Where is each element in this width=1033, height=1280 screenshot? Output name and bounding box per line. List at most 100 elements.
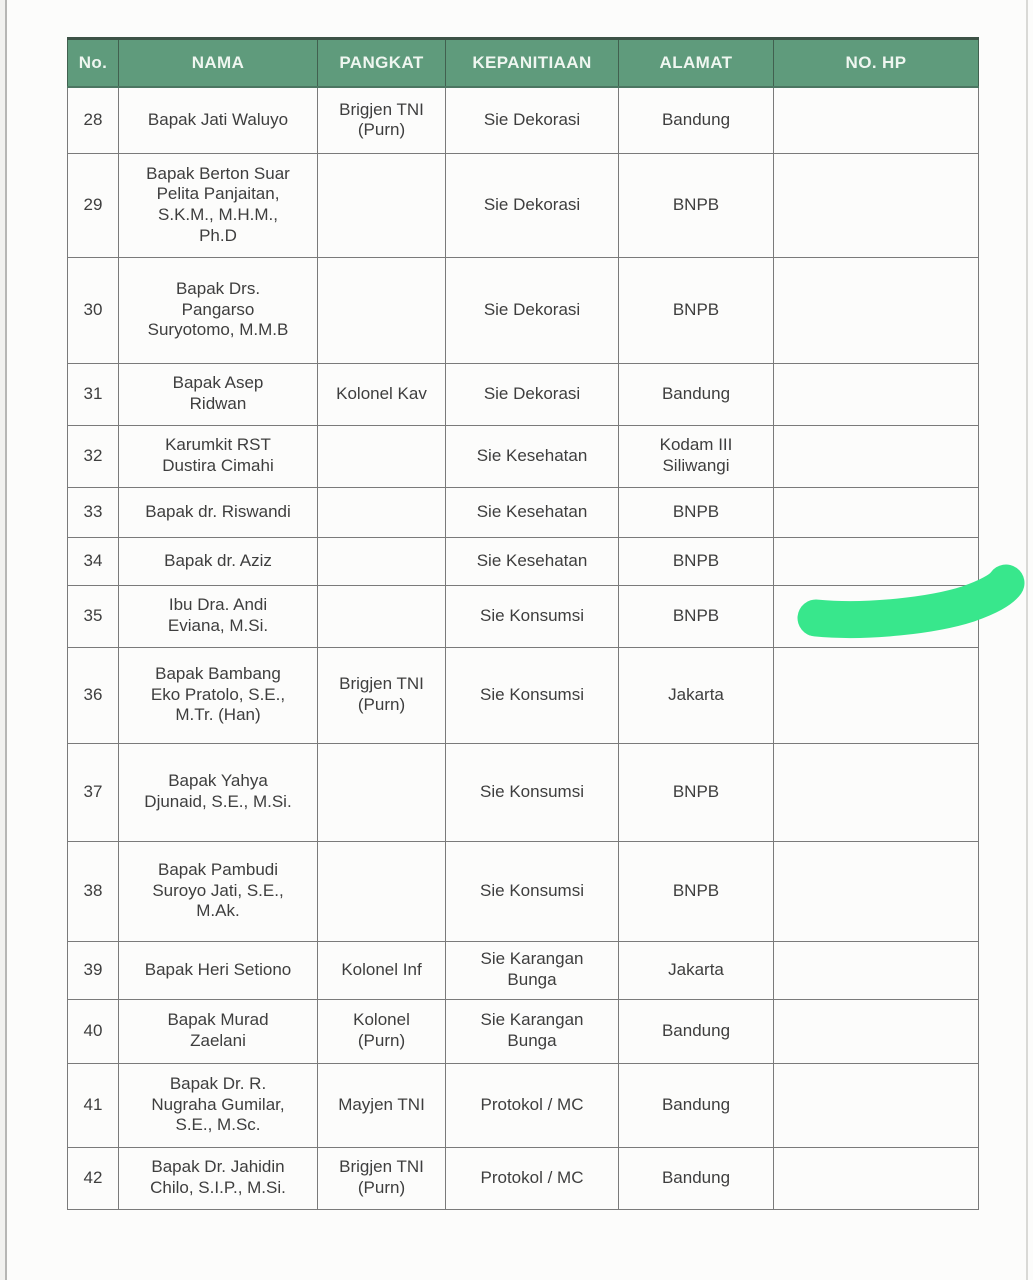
cell-alamat: BNPB [618, 486, 774, 538]
cell-no-hp [773, 742, 979, 842]
cell-alamat: Jakarta [618, 940, 774, 1000]
column-header-alamat: ALAMAT [618, 37, 774, 88]
cell-kepanitiaan: Sie Dekorasi [445, 152, 619, 258]
cell-pangkat [317, 486, 446, 538]
cell-no-hp [773, 940, 979, 1000]
cell-alamat: BNPB [618, 584, 774, 648]
cell-nama: Bapak dr. Aziz [118, 536, 318, 586]
cell-pangkat [317, 424, 446, 488]
cell-no: 32 [67, 424, 119, 488]
cell-pangkat: Brigjen TNI (Purn) [317, 646, 446, 744]
cell-pangkat: Kolonel (Purn) [317, 998, 446, 1064]
cell-nama: Bapak Berton Suar Pelita Panjaitan, S.K.… [118, 152, 318, 258]
cell-kepanitiaan: Sie Konsumsi [445, 840, 619, 942]
cell-nama: Bapak Heri Setiono [118, 940, 318, 1000]
cell-pangkat [317, 256, 446, 364]
committee-roster-table: No. NAMA PANGKAT KEPANITIAAN ALAMAT NO. … [67, 37, 979, 1210]
cell-no-hp [773, 1146, 979, 1210]
cell-no-hp [773, 362, 979, 426]
cell-pangkat [317, 742, 446, 842]
cell-no: 38 [67, 840, 119, 942]
cell-nama: Bapak Pambudi Suroyo Jati, S.E., M.Ak. [118, 840, 318, 942]
cell-nama: Bapak Jati Waluyo [118, 86, 318, 154]
table-row: 34 Bapak dr. Aziz Sie Kesehatan BNPB [67, 536, 979, 586]
cell-pangkat: Brigjen TNI (Purn) [317, 86, 446, 154]
cell-pangkat [317, 152, 446, 258]
cell-nama: Bapak Drs. Pangarso Suryotomo, M.M.B [118, 256, 318, 364]
table-row: 28 Bapak Jati Waluyo Brigjen TNI (Purn) … [67, 86, 979, 154]
cell-kepanitiaan: Sie Karangan Bunga [445, 940, 619, 1000]
cell-alamat: Bandung [618, 1062, 774, 1148]
cell-nama: Bapak dr. Riswandi [118, 486, 318, 538]
cell-no-hp [773, 646, 979, 744]
cell-nama: Bapak Dr. R. Nugraha Gumilar, S.E., M.Sc… [118, 1062, 318, 1148]
cell-no: 30 [67, 256, 119, 364]
table-row: 35 Ibu Dra. Andi Eviana, M.Si. Sie Konsu… [67, 584, 979, 648]
cell-nama: Bapak Murad Zaelani [118, 998, 318, 1064]
cell-alamat: BNPB [618, 742, 774, 842]
cell-kepanitiaan: Sie Konsumsi [445, 584, 619, 648]
table-row: 42 Bapak Dr. Jahidin Chilo, S.I.P., M.Si… [67, 1146, 979, 1210]
cell-kepanitiaan: Sie Dekorasi [445, 86, 619, 154]
cell-kepanitiaan: Sie Konsumsi [445, 646, 619, 744]
cell-alamat: Jakarta [618, 646, 774, 744]
cell-no-hp [773, 998, 979, 1064]
cell-kepanitiaan: Sie Karangan Bunga [445, 998, 619, 1064]
cell-no-hp [773, 584, 979, 648]
table-row: 39 Bapak Heri Setiono Kolonel Inf Sie Ka… [67, 940, 979, 1000]
cell-alamat: BNPB [618, 152, 774, 258]
cell-nama: Bapak Bambang Eko Pratolo, S.E., M.Tr. (… [118, 646, 318, 744]
cell-pangkat: Brigjen TNI (Purn) [317, 1146, 446, 1210]
cell-kepanitiaan: Protokol / MC [445, 1146, 619, 1210]
cell-alamat: Bandung [618, 86, 774, 154]
cell-no-hp [773, 424, 979, 488]
cell-kepanitiaan: Sie Kesehatan [445, 536, 619, 586]
table-row: 36 Bapak Bambang Eko Pratolo, S.E., M.Tr… [67, 646, 979, 744]
cell-kepanitiaan: Sie Kesehatan [445, 424, 619, 488]
cell-no: 28 [67, 86, 119, 154]
cell-nama: Karumkit RST Dustira Cimahi [118, 424, 318, 488]
table-row: 37 Bapak Yahya Djunaid, S.E., M.Si. Sie … [67, 742, 979, 842]
cell-nama: Bapak Dr. Jahidin Chilo, S.I.P., M.Si. [118, 1146, 318, 1210]
column-header-no: No. [67, 37, 119, 88]
cell-no: 41 [67, 1062, 119, 1148]
table-row: 29 Bapak Berton Suar Pelita Panjaitan, S… [67, 152, 979, 258]
cell-no-hp [773, 1062, 979, 1148]
cell-nama: Bapak Yahya Djunaid, S.E., M.Si. [118, 742, 318, 842]
cell-no: 34 [67, 536, 119, 586]
cell-no-hp [773, 152, 979, 258]
cell-kepanitiaan: Sie Konsumsi [445, 742, 619, 842]
cell-pangkat [317, 840, 446, 942]
cell-no: 29 [67, 152, 119, 258]
cell-no-hp [773, 536, 979, 586]
cell-no: 40 [67, 998, 119, 1064]
scan-edge-right [1026, 0, 1028, 1280]
cell-pangkat: Kolonel Kav [317, 362, 446, 426]
cell-alamat: Bandung [618, 362, 774, 426]
cell-no: 33 [67, 486, 119, 538]
table-row: 38 Bapak Pambudi Suroyo Jati, S.E., M.Ak… [67, 840, 979, 942]
cell-kepanitiaan: Sie Dekorasi [445, 362, 619, 426]
cell-no: 35 [67, 584, 119, 648]
cell-alamat: Bandung [618, 998, 774, 1064]
cell-no-hp [773, 256, 979, 364]
scan-edge-left [0, 0, 7, 1280]
table-row: 33 Bapak dr. Riswandi Sie Kesehatan BNPB [67, 486, 979, 538]
column-header-no-hp: NO. HP [773, 37, 979, 88]
cell-no-hp [773, 486, 979, 538]
cell-kepanitiaan: Sie Dekorasi [445, 256, 619, 364]
cell-no-hp [773, 86, 979, 154]
cell-pangkat [317, 584, 446, 648]
cell-alamat: BNPB [618, 536, 774, 586]
cell-no: 39 [67, 940, 119, 1000]
cell-pangkat: Kolonel Inf [317, 940, 446, 1000]
table-row: 31 Bapak Asep Ridwan Kolonel Kav Sie Dek… [67, 362, 979, 426]
table-row: 30 Bapak Drs. Pangarso Suryotomo, M.M.B … [67, 256, 979, 364]
cell-pangkat [317, 536, 446, 586]
cell-alamat: Kodam III Siliwangi [618, 424, 774, 488]
cell-no-hp [773, 840, 979, 942]
cell-no: 42 [67, 1146, 119, 1210]
header-row: No. NAMA PANGKAT KEPANITIAAN ALAMAT NO. … [67, 37, 979, 88]
cell-pangkat: Mayjen TNI [317, 1062, 446, 1148]
